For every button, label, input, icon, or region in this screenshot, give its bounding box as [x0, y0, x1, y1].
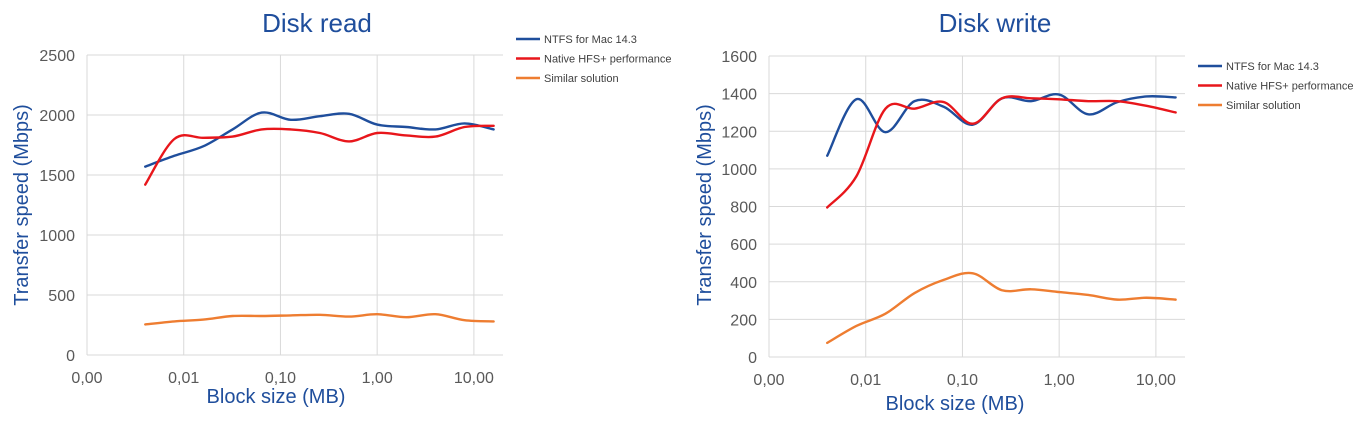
x-tick-label: 0,00 — [71, 370, 102, 387]
chart-title: Disk write — [939, 8, 1052, 38]
x-tick-label: 1,00 — [1044, 372, 1075, 389]
chart-title: Disk read — [262, 8, 372, 38]
y-tick-label: 1600 — [721, 49, 757, 66]
y-axis-label: Transfer speed (Mbps) — [11, 104, 33, 306]
y-tick-label: 1000 — [39, 228, 75, 245]
y-tick-label: 2500 — [39, 48, 75, 65]
y-tick-label: 400 — [730, 275, 757, 292]
x-tick-label: 0,10 — [265, 370, 296, 387]
y-tick-label: 0 — [66, 348, 75, 365]
legend-label: Native HFS+ performance — [544, 54, 671, 66]
series-line-similar — [826, 271, 1177, 345]
legend-label: Similar solution — [1226, 100, 1301, 112]
y-tick-label: 1200 — [721, 124, 757, 141]
series-line-ntfs — [826, 92, 1177, 157]
y-axis-label: Transfer speed (Mbps) — [694, 104, 716, 306]
legend-label: NTFS for Mac 14.3 — [1226, 61, 1319, 73]
x-tick-label: 0,10 — [947, 372, 978, 389]
y-tick-label: 600 — [730, 237, 757, 254]
series-line-native — [826, 95, 1177, 209]
x-tick-label: 0,00 — [753, 372, 784, 389]
x-tick-label: 0,01 — [850, 372, 881, 389]
y-tick-label: 200 — [730, 312, 757, 329]
legend-label: Similar solution — [544, 73, 619, 85]
y-tick-label: 500 — [48, 288, 75, 305]
y-tick-label: 1500 — [39, 168, 75, 185]
y-tick-label: 2000 — [39, 108, 75, 125]
x-tick-label: 10,00 — [454, 370, 494, 387]
y-tick-label: 0 — [748, 350, 757, 367]
x-axis-label: Block size (MB) — [207, 386, 346, 408]
series-line-ntfs — [144, 111, 495, 168]
x-tick-label: 10,00 — [1136, 372, 1176, 389]
y-tick-label: 1400 — [721, 87, 757, 104]
series-line-similar — [144, 312, 495, 326]
y-tick-label: 1000 — [721, 162, 757, 179]
x-tick-label: 0,01 — [168, 370, 199, 387]
x-tick-label: 1,00 — [362, 370, 393, 387]
series-line-native — [144, 124, 495, 186]
legend-label: NTFS for Mac 14.3 — [544, 34, 637, 46]
x-axis-label: Block size (MB) — [886, 393, 1025, 415]
y-tick-label: 800 — [730, 200, 757, 217]
legend-label: Native HFS+ performance — [1226, 81, 1353, 93]
